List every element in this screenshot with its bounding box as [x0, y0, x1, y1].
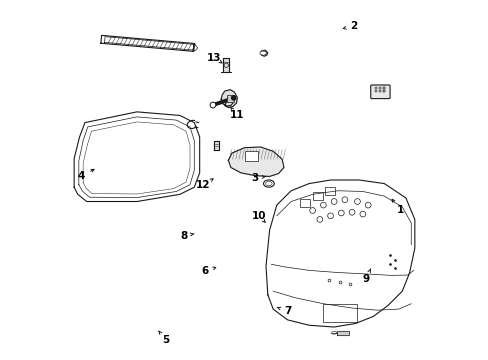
Text: 13: 13 [206, 53, 221, 63]
Bar [383, 87, 385, 89]
Bar [323, 304, 357, 321]
Text: 9: 9 [362, 274, 369, 284]
Polygon shape [221, 90, 237, 108]
Bar [378, 87, 380, 89]
Text: 5: 5 [162, 334, 169, 345]
Text: 7: 7 [283, 306, 291, 316]
Polygon shape [336, 330, 348, 335]
Text: 10: 10 [251, 211, 265, 221]
Bar [244, 150, 257, 161]
Polygon shape [214, 140, 218, 150]
Bar [300, 199, 309, 207]
Text: 11: 11 [230, 111, 244, 121]
Text: 1: 1 [396, 206, 403, 216]
Text: 3: 3 [251, 173, 258, 183]
Text: 6: 6 [201, 266, 208, 276]
Bar [226, 95, 234, 102]
Polygon shape [228, 147, 284, 176]
Bar [378, 90, 380, 93]
Bar [374, 90, 376, 93]
Circle shape [231, 96, 235, 100]
Text: 4: 4 [78, 171, 85, 181]
Text: 2: 2 [349, 21, 357, 31]
Bar [312, 192, 322, 200]
Bar [382, 90, 384, 93]
FancyBboxPatch shape [370, 85, 389, 99]
Bar [382, 87, 384, 89]
Bar [374, 87, 376, 89]
Text: 8: 8 [180, 231, 187, 240]
Text: 12: 12 [196, 180, 210, 190]
Bar [325, 187, 335, 195]
Circle shape [210, 102, 215, 108]
Bar [383, 90, 385, 93]
Polygon shape [223, 58, 229, 72]
